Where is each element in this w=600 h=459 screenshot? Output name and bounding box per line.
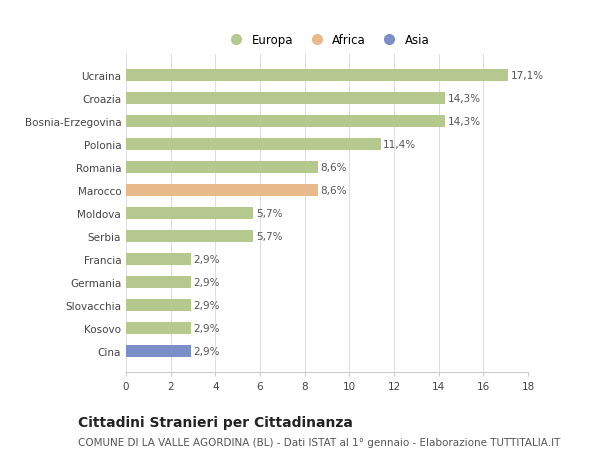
Bar xyxy=(126,276,191,289)
Text: 8,6%: 8,6% xyxy=(321,162,347,173)
Legend: Europa, Africa, Asia: Europa, Africa, Asia xyxy=(220,29,434,52)
Text: 2,9%: 2,9% xyxy=(193,300,220,310)
Text: 2,9%: 2,9% xyxy=(193,323,220,333)
Bar xyxy=(126,69,508,82)
Text: 5,7%: 5,7% xyxy=(256,208,283,218)
Text: 14,3%: 14,3% xyxy=(448,117,481,127)
Text: Cittadini Stranieri per Cittadinanza: Cittadini Stranieri per Cittadinanza xyxy=(78,415,353,429)
Text: 11,4%: 11,4% xyxy=(383,140,416,150)
Text: 14,3%: 14,3% xyxy=(448,94,481,104)
Bar xyxy=(126,92,445,105)
Bar xyxy=(126,138,380,151)
Text: 17,1%: 17,1% xyxy=(511,71,544,81)
Text: 2,9%: 2,9% xyxy=(193,254,220,264)
Text: 5,7%: 5,7% xyxy=(256,231,283,241)
Text: 2,9%: 2,9% xyxy=(193,346,220,356)
Bar xyxy=(126,299,191,312)
Text: COMUNE DI LA VALLE AGORDINA (BL) - Dati ISTAT al 1° gennaio - Elaborazione TUTTI: COMUNE DI LA VALLE AGORDINA (BL) - Dati … xyxy=(78,437,560,447)
Bar xyxy=(126,207,253,220)
Text: 2,9%: 2,9% xyxy=(193,277,220,287)
Bar xyxy=(126,253,191,266)
Bar xyxy=(126,322,191,335)
Bar xyxy=(126,184,318,197)
Text: 8,6%: 8,6% xyxy=(321,185,347,196)
Bar xyxy=(126,115,445,128)
Bar xyxy=(126,345,191,358)
Bar xyxy=(126,161,318,174)
Bar xyxy=(126,230,253,243)
